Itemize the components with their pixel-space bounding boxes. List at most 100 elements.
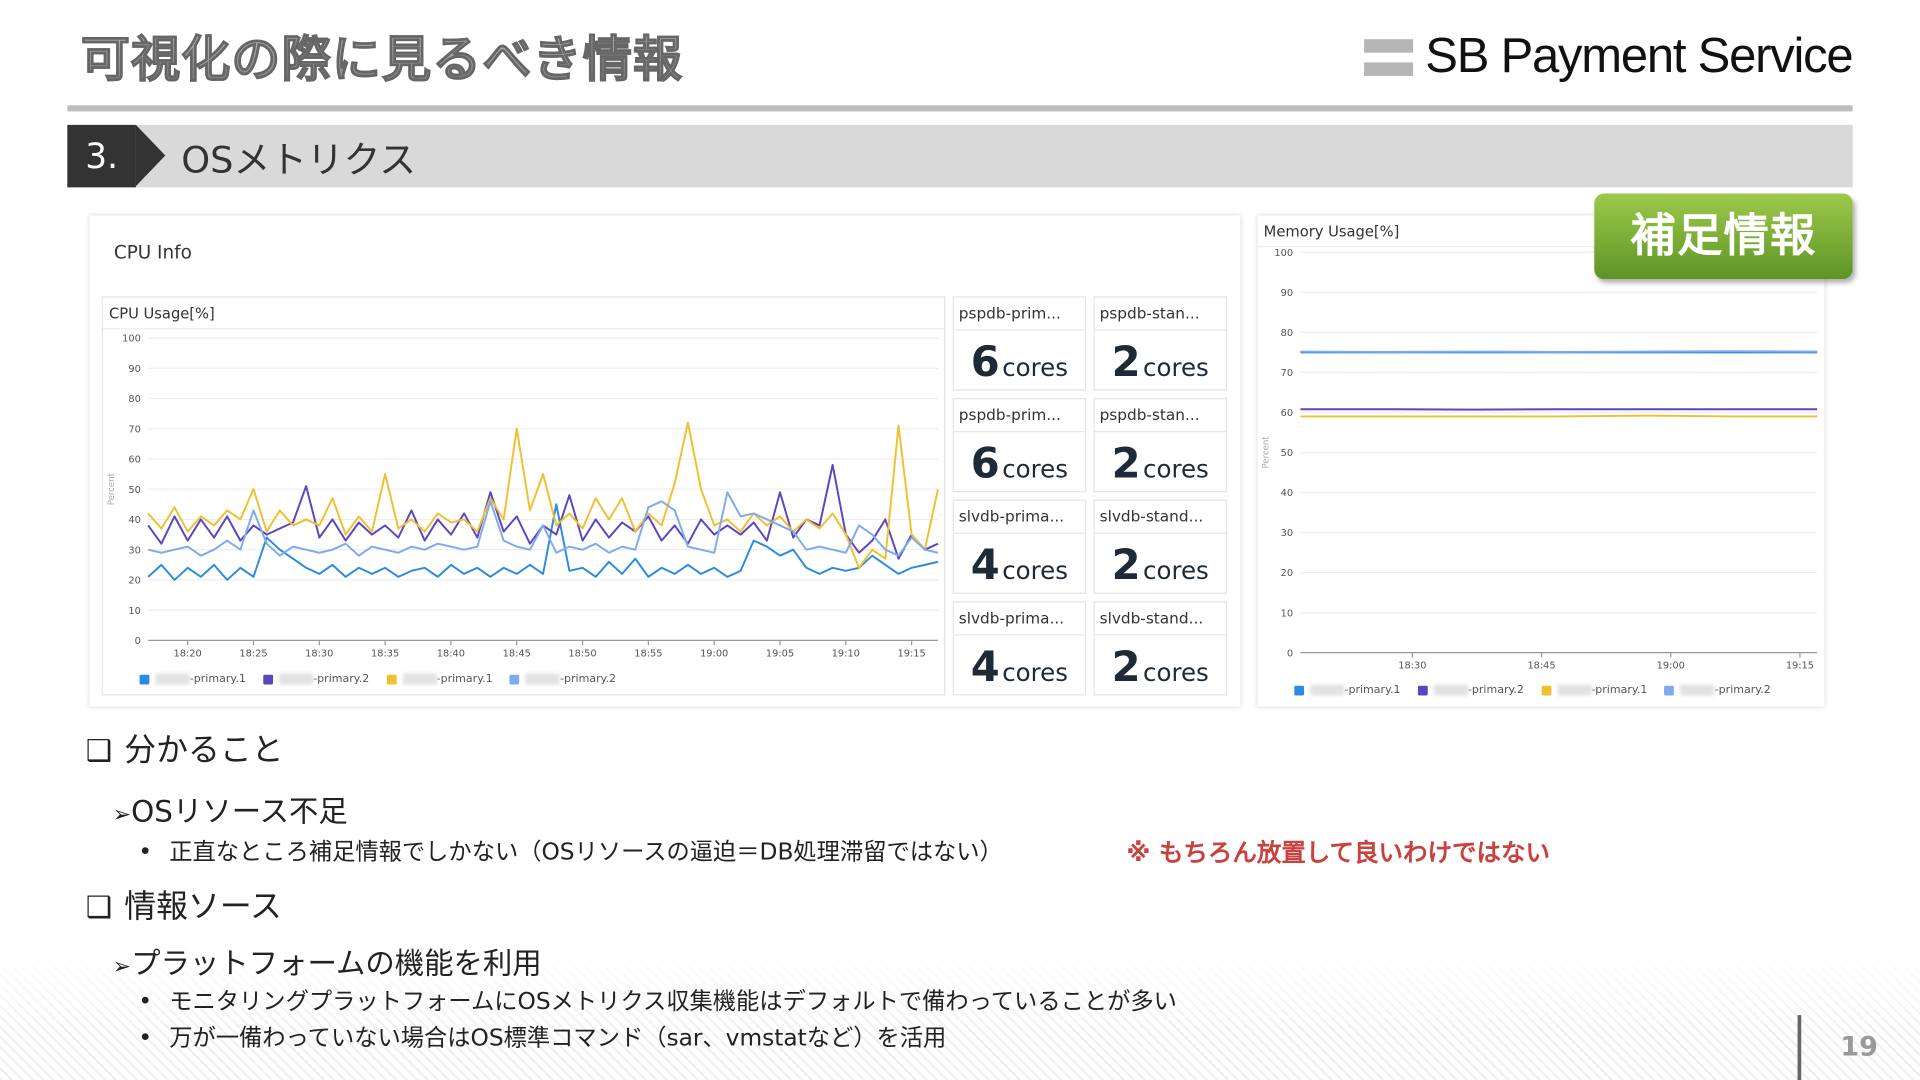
- legend-label: -primary.1: [189, 673, 246, 686]
- card-value: 6 cores: [954, 331, 1085, 387]
- legend-label: -primary.2: [1714, 684, 1771, 697]
- x-tick-label: 19:00: [700, 648, 728, 659]
- core-count-card[interactable]: slvdb-prima... 4 cores: [952, 499, 1087, 594]
- core-count-card[interactable]: slvdb-stand... 2 cores: [1093, 601, 1227, 696]
- card-host-name: pspdb-prim...: [953, 399, 1085, 433]
- x-tick-label: 18:40: [437, 648, 465, 659]
- card-host-name: slvdb-stand...: [1094, 602, 1226, 636]
- x-tick-label: 18:45: [1527, 661, 1555, 672]
- y-axis-label: Percent: [107, 472, 117, 505]
- legend-item[interactable]: -primary.2: [262, 673, 370, 686]
- core-count-card[interactable]: pspdb-prim... 6 cores: [952, 296, 1087, 391]
- subheading-text: プラットフォームの機能を利用: [131, 946, 542, 981]
- card-host-name: slvdb-prima...: [953, 602, 1085, 636]
- y-tick-label: 20: [128, 576, 140, 587]
- memory-legend: -primary.1 -primary.2 -primary.1 -primar…: [1294, 684, 1771, 697]
- x-tick-label: 18:50: [568, 648, 596, 659]
- card-host-name: slvdb-stand...: [1094, 501, 1226, 534]
- core-unit: cores: [1143, 657, 1209, 687]
- note-red: ※ もちろん放置して良いわけではない: [1126, 837, 1550, 867]
- footer-divider: [1797, 1015, 1802, 1080]
- bullet-item: • 正直なところ補足情報でしかない（OSリソースの逼迫＝DB処理滞留ではない）: [138, 834, 1002, 867]
- legend-swatch: [386, 674, 397, 684]
- core-count: 2: [1111, 642, 1141, 692]
- legend-swatch: [1541, 685, 1551, 695]
- legend-item[interactable]: -primary.2: [509, 673, 617, 686]
- y-tick-label: 10: [128, 606, 140, 617]
- logo-bars-icon: [1364, 38, 1414, 76]
- bullet-text: モニタリングプラットフォームにOSメトリクス収集機能はデフォルトで備わっているこ…: [169, 988, 1177, 1016]
- core-count: 6: [970, 439, 1000, 489]
- legend-item[interactable]: -primary.1: [386, 673, 493, 686]
- bullet-item: • モニタリングプラットフォームにOSメトリクス収集機能はデフォルトで備わっている…: [138, 983, 1177, 1016]
- core-unit: cores: [1002, 352, 1069, 383]
- legend-label: -primary.1: [436, 673, 493, 686]
- legend-item[interactable]: -primary.2: [1417, 684, 1524, 697]
- memory-chart-title: Memory Usage[%]: [1263, 222, 1400, 241]
- subheading-platform: ➢プラットフォームの機能を利用: [113, 939, 542, 982]
- card-value: 2 cores: [1095, 331, 1226, 387]
- legend-item[interactable]: -primary.1: [1294, 684, 1401, 697]
- section-number: 3.: [67, 124, 136, 188]
- section-arrow-icon: [135, 124, 166, 187]
- core-unit: cores: [1002, 555, 1069, 586]
- card-value: 4 cores: [954, 636, 1085, 692]
- legend-label: -primary.2: [560, 673, 617, 686]
- legend-item[interactable]: -primary.2: [1664, 684, 1771, 697]
- y-tick-label: 80: [128, 394, 140, 405]
- legend-swatch: [509, 674, 520, 684]
- cpu-usage-widget: CPU Usage[%] 0 10 20 30 40 50 60 70 80 90 100 Perce…: [101, 296, 946, 696]
- core-count-card[interactable]: pspdb-prim... 6 cores: [952, 397, 1087, 493]
- y-tick-label: 30: [128, 545, 140, 556]
- x-tick-label: 19:10: [832, 648, 860, 659]
- brand-logo: SB Payment Service: [1364, 29, 1854, 84]
- core-unit: cores: [1002, 454, 1069, 484]
- legend-item[interactable]: -primary.1: [1541, 684, 1648, 697]
- card-value: 2 cores: [1095, 432, 1226, 489]
- y-tick-label: 0: [1287, 648, 1293, 659]
- bullet-icon: •: [138, 838, 153, 866]
- y-tick-label: 100: [122, 334, 141, 345]
- bullet-icon: •: [138, 1024, 153, 1052]
- heading-info-source: ❑ 情報ソース: [86, 882, 282, 927]
- title-divider: [67, 105, 1853, 112]
- legend-item[interactable]: -primary.1: [139, 673, 246, 686]
- bullet-text: 万が一備わっていない場合はOS標準コマンド（sar、vmstatなど）を活用: [169, 1024, 947, 1052]
- y-tick-label: 100: [1274, 248, 1293, 259]
- series-line-4: [1300, 350, 1818, 353]
- legend-label: -primary.1: [1591, 684, 1648, 697]
- y-tick-label: 60: [1281, 408, 1293, 419]
- subheading-text: OSリソース不足: [131, 794, 348, 829]
- y-tick-label: 90: [1281, 288, 1293, 299]
- legend-label: -primary.2: [1467, 684, 1524, 697]
- legend-swatch: [139, 674, 150, 684]
- core-count-card[interactable]: pspdb-stan... 2 cores: [1093, 296, 1227, 391]
- y-tick-label: 40: [128, 515, 140, 526]
- y-tick-label: 80: [1281, 328, 1293, 339]
- card-value: 2 cores: [1095, 636, 1226, 692]
- x-tick-label: 18:30: [305, 648, 333, 659]
- core-unit: cores: [1002, 657, 1069, 687]
- series-line-4: [147, 491, 939, 557]
- brand-name: SB Payment Service: [1425, 29, 1853, 84]
- core-count-card[interactable]: slvdb-stand... 2 cores: [1093, 499, 1227, 594]
- core-count: 2: [1111, 337, 1141, 387]
- core-count-card[interactable]: pspdb-stan... 2 cores: [1093, 397, 1227, 493]
- card-value: 2 cores: [1095, 534, 1226, 590]
- supplementary-info-badge: 補足情報: [1594, 193, 1853, 280]
- card-host-name: pspdb-stan...: [1094, 298, 1226, 331]
- core-count-card[interactable]: slvdb-prima... 4 cores: [952, 601, 1087, 696]
- y-tick-label: 20: [1281, 568, 1293, 579]
- arrow-bullet-icon: ➢: [112, 953, 132, 980]
- y-tick-label: 70: [128, 424, 140, 435]
- cpu-legend: -primary.1 -primary.2 -primary.1 -primar…: [139, 673, 617, 686]
- core-unit: cores: [1143, 352, 1209, 383]
- card-value: 6 cores: [954, 432, 1085, 489]
- section-bar: [67, 124, 1853, 188]
- legend-swatch: [1664, 685, 1675, 695]
- x-tick-label: 19:15: [1786, 661, 1814, 672]
- series-line-1: [147, 503, 939, 581]
- bullet-icon: •: [138, 988, 153, 1016]
- legend-label: -primary.2: [313, 673, 370, 686]
